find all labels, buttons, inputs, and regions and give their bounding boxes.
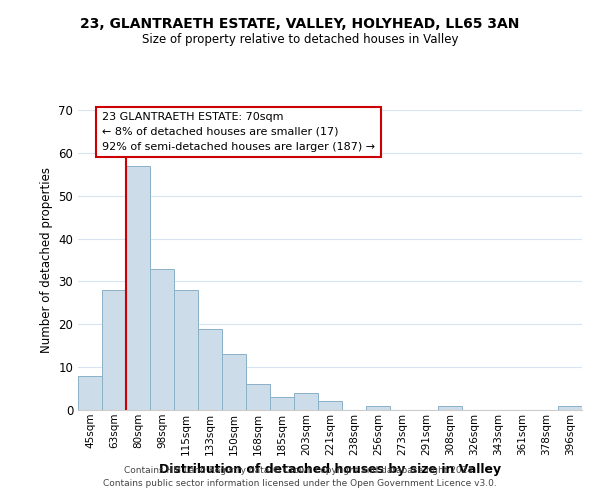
X-axis label: Distribution of detached houses by size in Valley: Distribution of detached houses by size … (159, 463, 501, 476)
Bar (174, 290, 198, 410)
Bar (78, 376, 102, 410)
Bar (558, 406, 582, 410)
Bar (438, 406, 462, 410)
Bar (246, 384, 270, 410)
Text: Size of property relative to detached houses in Valley: Size of property relative to detached ho… (142, 32, 458, 46)
Bar (102, 290, 126, 410)
Text: Contains HM Land Registry data © Crown copyright and database right 2024.
Contai: Contains HM Land Registry data © Crown c… (103, 466, 497, 487)
Bar (270, 397, 294, 410)
Bar (198, 328, 222, 410)
Text: 23, GLANTRAETH ESTATE, VALLEY, HOLYHEAD, LL65 3AN: 23, GLANTRAETH ESTATE, VALLEY, HOLYHEAD,… (80, 18, 520, 32)
Y-axis label: Number of detached properties: Number of detached properties (40, 167, 53, 353)
Text: 23 GLANTRAETH ESTATE: 70sqm
← 8% of detached houses are smaller (17)
92% of semi: 23 GLANTRAETH ESTATE: 70sqm ← 8% of deta… (102, 112, 375, 152)
Bar (318, 402, 342, 410)
Bar (294, 393, 318, 410)
Bar (222, 354, 246, 410)
Bar (150, 268, 174, 410)
Bar (366, 406, 390, 410)
Bar (126, 166, 150, 410)
